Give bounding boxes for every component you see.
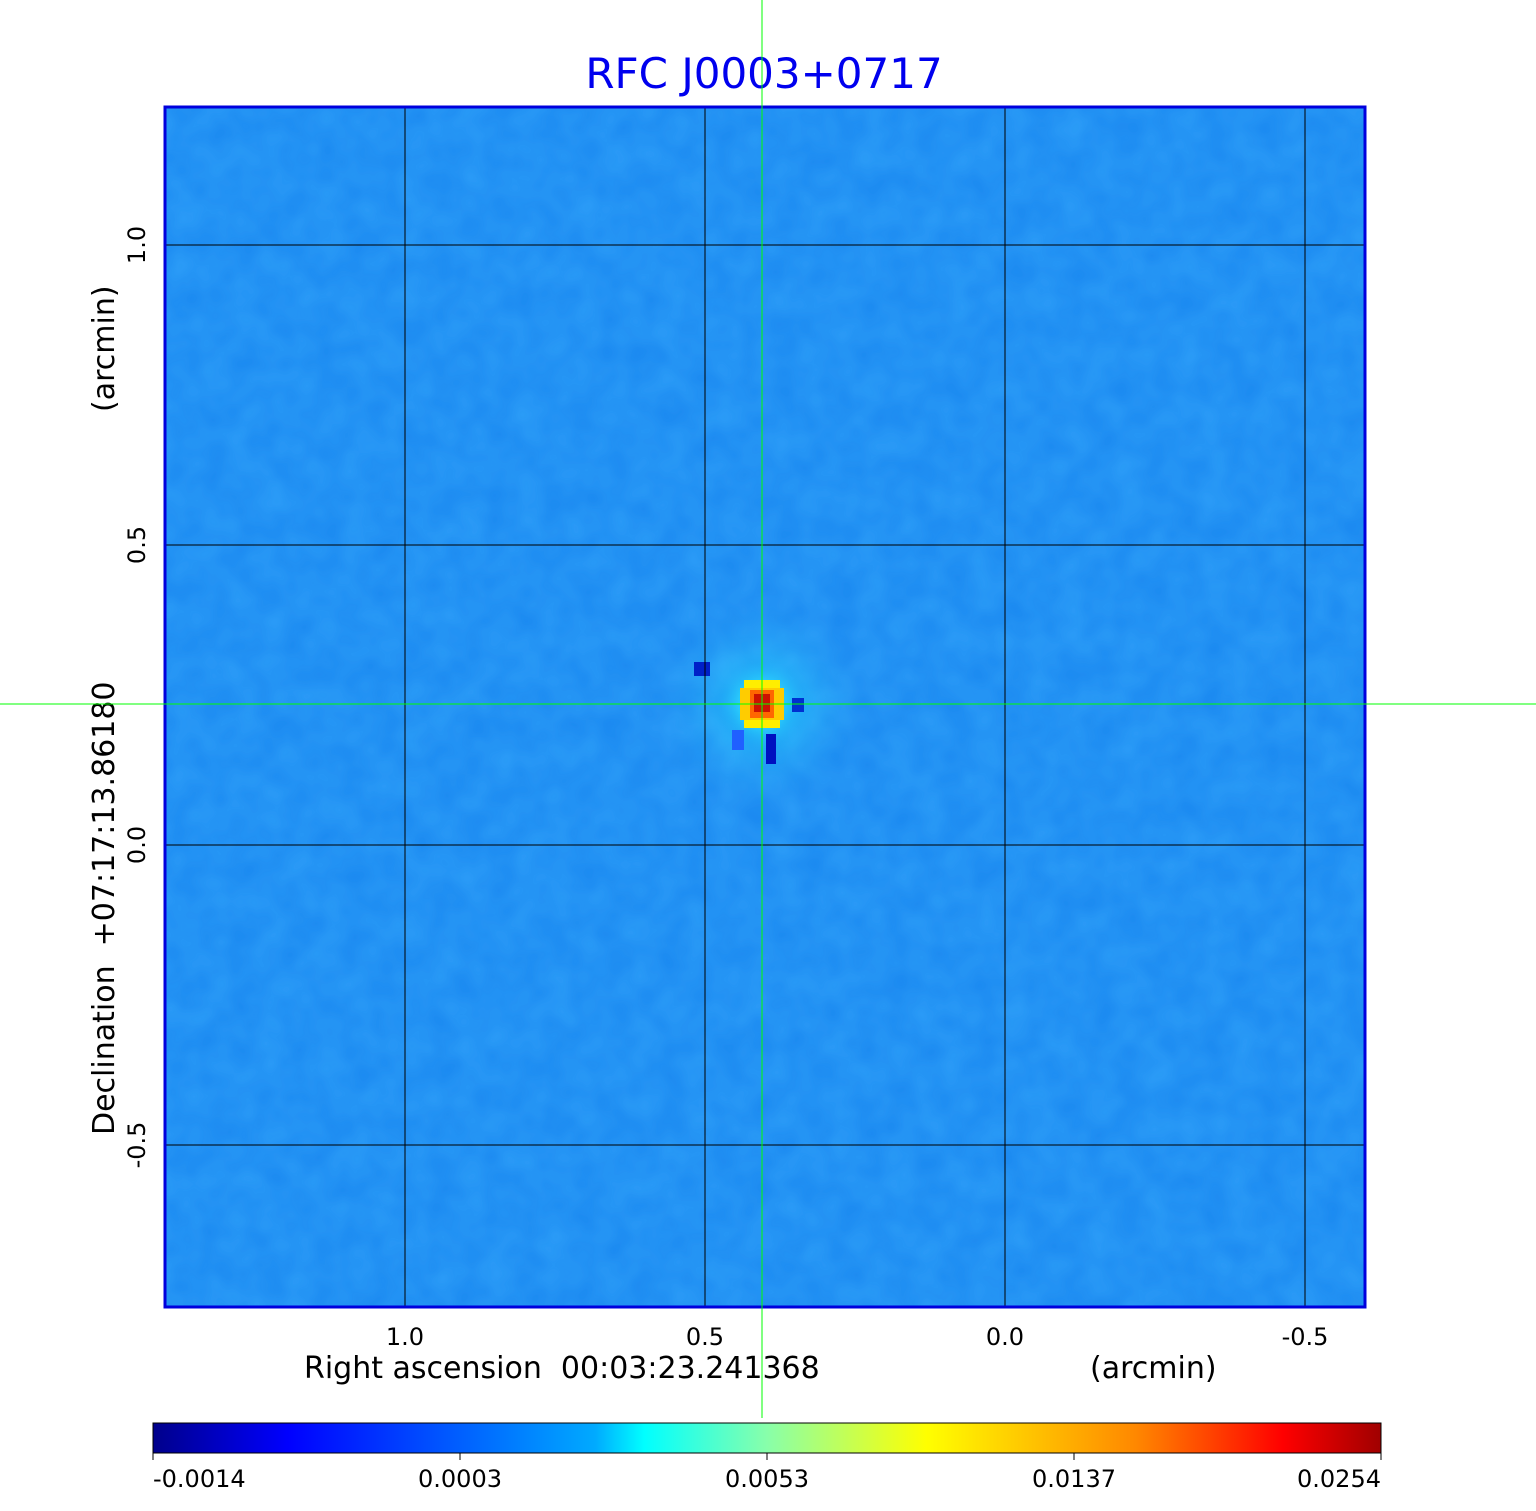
- colorbar: [152, 1422, 1382, 1454]
- y-tick-label: 0.5: [123, 526, 151, 564]
- colorbar-tick-label: 0.0053: [725, 1465, 809, 1493]
- colorbar-tick-label: -0.0014: [153, 1465, 246, 1493]
- sidelobe: [694, 662, 710, 676]
- plot-area: [163, 105, 1367, 1309]
- plot-frame: [163, 105, 1367, 1309]
- colorbar-tick-label: 0.0003: [418, 1465, 502, 1493]
- x-tick-label: 0.0: [986, 1323, 1024, 1351]
- y-tick-label: 0.0: [123, 826, 151, 864]
- y-tick-label: 1.0: [123, 226, 151, 264]
- y-tick-labels: 1.0 0.5 0.0 -0.5: [123, 226, 151, 1169]
- sidelobe: [732, 730, 744, 750]
- x-tick-label: -0.5: [1282, 1323, 1329, 1351]
- x-axis-unit: (arcmin): [1090, 1351, 1217, 1386]
- x-tick-labels: 1.0 0.5 0.0 -0.5: [386, 1323, 1329, 1351]
- grid-lines: [165, 107, 1365, 1307]
- colorbar-tick-label: 0.0137: [1032, 1465, 1116, 1493]
- y-axis-label: Declination +07:17:13.86180: [87, 681, 122, 1135]
- colorbar-tick-labels: -0.0014 0.0003 0.0053 0.0137 0.0254: [152, 1453, 1382, 1493]
- colorbar-tick-label: 0.0254: [1297, 1465, 1381, 1493]
- x-tick-label: 0.5: [686, 1323, 724, 1351]
- y-tick-label: -0.5: [123, 1122, 151, 1169]
- x-tick-label: 1.0: [386, 1323, 424, 1351]
- chart-title: RFC J0003+0717: [585, 49, 942, 98]
- y-axis-unit: (arcmin): [87, 285, 122, 412]
- x-axis-label: Right ascension 00:03:23.241368: [304, 1351, 820, 1386]
- crosshair: [0, 0, 1536, 1418]
- sidelobe: [792, 698, 804, 712]
- sidelobe: [766, 734, 776, 764]
